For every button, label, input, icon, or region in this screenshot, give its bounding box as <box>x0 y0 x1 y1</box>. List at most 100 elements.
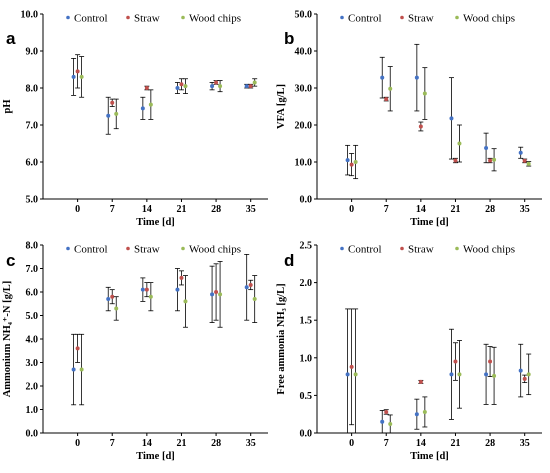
x-tick-label: 7 <box>384 438 389 449</box>
y-tick-label: 5.0 <box>26 195 39 206</box>
data-point <box>449 372 454 377</box>
data-point <box>526 372 531 377</box>
y-tick-label: 1.0 <box>26 405 39 416</box>
legend-entry: Control <box>74 244 108 256</box>
y-axis-label: Free ammonia NH₃ [g/L] <box>276 283 287 394</box>
x-tick-label: 0 <box>349 438 354 449</box>
data-point <box>418 124 423 129</box>
y-tick-label: 4.0 <box>26 335 39 346</box>
legend-marker <box>400 15 404 20</box>
x-tick-label: 28 <box>485 438 495 449</box>
data-point <box>422 409 427 414</box>
data-point <box>449 116 454 121</box>
data-point <box>144 86 149 90</box>
y-tick-label: 0.0 <box>300 195 313 206</box>
data-point <box>210 292 215 297</box>
data-point <box>218 292 223 297</box>
data-point <box>345 372 350 377</box>
data-point <box>110 294 115 299</box>
data-point <box>106 297 111 302</box>
legend-marker <box>66 246 70 251</box>
x-tick-label: 7 <box>110 438 115 449</box>
legend-marker <box>181 15 185 20</box>
data-point <box>140 106 145 111</box>
x-tick-label: 28 <box>211 438 221 449</box>
data-point <box>244 84 249 89</box>
y-tick-label: 5.0 <box>26 311 39 322</box>
data-point <box>526 161 531 166</box>
x-tick-label: 7 <box>384 204 389 215</box>
data-point <box>114 111 119 116</box>
data-point <box>75 346 80 351</box>
legend-marker <box>400 246 404 251</box>
chart-panel-b: 0.0 10.0 20.0 30.0 40.0 50.0 0 7 14 21 28 35 Time [d… <box>276 10 542 228</box>
data-point <box>380 419 385 424</box>
data-point <box>140 287 145 292</box>
y-tick-label: 6.0 <box>26 158 39 169</box>
x-axis-label: Time [d] <box>410 217 449 228</box>
y-axis-label: pH <box>2 99 13 113</box>
x-tick-label: 0 <box>75 438 80 449</box>
x-tick-label: 28 <box>211 204 221 215</box>
x-tick-label: 14 <box>142 438 152 449</box>
data-point <box>384 409 389 414</box>
data-point <box>492 157 497 162</box>
data-point <box>244 285 249 290</box>
data-point <box>488 158 493 163</box>
legend-marker <box>340 15 344 20</box>
data-point <box>488 359 493 364</box>
data-point <box>484 372 489 377</box>
data-point <box>214 290 219 294</box>
y-tick-label: 9.0 <box>26 47 39 58</box>
data-point <box>175 86 180 90</box>
y-tick-label: 2.5 <box>300 241 313 252</box>
legend-entry: Control <box>74 13 108 25</box>
data-point <box>248 84 253 89</box>
data-point <box>183 84 188 89</box>
legend-entry: Straw <box>408 244 434 256</box>
x-tick-label: 14 <box>142 204 152 215</box>
data-point <box>492 373 497 378</box>
data-point <box>148 294 153 299</box>
data-point <box>453 359 458 364</box>
legend-entry: Wood chips <box>463 244 515 256</box>
y-tick-label: 20.0 <box>295 121 313 132</box>
data-point <box>414 75 419 80</box>
legend-entry: Wood chips <box>189 244 241 256</box>
x-tick-label: 35 <box>246 438 256 449</box>
y-tick-label: 10.0 <box>295 158 313 169</box>
data-point <box>71 367 76 372</box>
x-tick-label: 35 <box>520 438 530 449</box>
x-tick-label: 28 <box>485 204 495 215</box>
legend-entry: Wood chips <box>463 13 515 25</box>
data-point <box>79 74 84 79</box>
data-point <box>484 145 489 150</box>
chart-panel-c: 0.0 1.0 2.0 3.0 4.0 5.0 6.0 7.0 8.0 0 7 14 21 28 35 Tim… <box>2 241 268 462</box>
y-axis-label: Ammonium NH₄⁺-N [g/L] <box>2 281 13 398</box>
data-point <box>414 412 419 417</box>
x-tick-label: 35 <box>246 204 256 215</box>
data-point <box>79 367 84 372</box>
data-point <box>422 91 427 96</box>
data-point <box>384 97 389 102</box>
legend-entry: Control <box>348 244 382 256</box>
data-point <box>345 158 350 163</box>
y-tick-label: 0.0 <box>300 429 313 440</box>
data-point <box>518 150 523 155</box>
data-point <box>353 372 358 377</box>
legend-entry: Control <box>348 13 382 25</box>
x-tick-label: 14 <box>416 204 426 215</box>
data-point <box>353 160 358 164</box>
data-point <box>457 372 462 377</box>
data-point <box>214 80 219 85</box>
legend-marker <box>66 15 70 20</box>
data-point <box>349 162 354 167</box>
legend-marker <box>126 246 130 251</box>
panel-letter: a <box>6 29 16 48</box>
data-point <box>252 297 257 302</box>
data-point <box>248 282 253 287</box>
x-axis-label: Time [d] <box>410 451 449 462</box>
legend-entry: Wood chips <box>189 13 241 25</box>
y-tick-label: 8.0 <box>26 241 39 252</box>
y-tick-label: 1.0 <box>300 353 313 364</box>
